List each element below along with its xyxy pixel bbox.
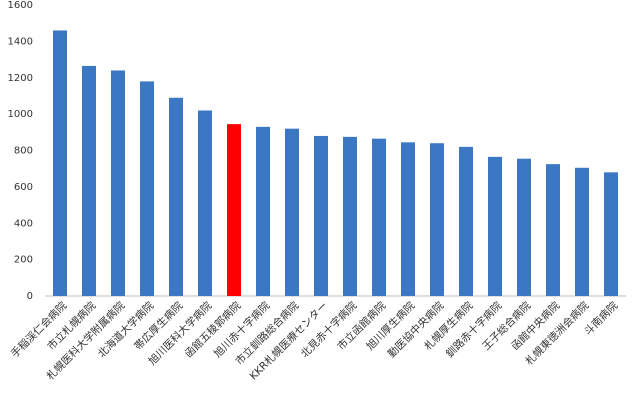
bar — [140, 81, 154, 296]
bar — [343, 136, 357, 296]
bar — [82, 65, 96, 296]
y-tick-label: 400 — [14, 218, 33, 229]
y-tick-label: 800 — [14, 146, 33, 157]
bar — [285, 128, 299, 296]
bar — [575, 167, 589, 296]
bar — [488, 156, 502, 296]
bar — [517, 158, 531, 296]
bar — [372, 138, 386, 296]
bar — [227, 124, 241, 296]
bar — [169, 97, 183, 296]
bar — [430, 143, 444, 296]
bar — [198, 110, 212, 296]
bar — [459, 146, 473, 296]
y-tick-label: 200 — [14, 255, 33, 266]
bar — [256, 126, 270, 296]
bar — [546, 164, 560, 296]
bar — [314, 135, 328, 296]
y-tick-label: 0 — [27, 291, 33, 302]
bar — [111, 70, 125, 296]
y-tick-label: 1400 — [8, 36, 33, 47]
y-tick-label: 1600 — [8, 0, 33, 11]
y-tick-label: 1000 — [8, 109, 33, 120]
bar — [53, 30, 67, 297]
bar — [604, 172, 618, 296]
y-tick-label: 1200 — [8, 73, 33, 84]
y-tick-label: 600 — [14, 182, 33, 193]
bar — [401, 142, 415, 296]
